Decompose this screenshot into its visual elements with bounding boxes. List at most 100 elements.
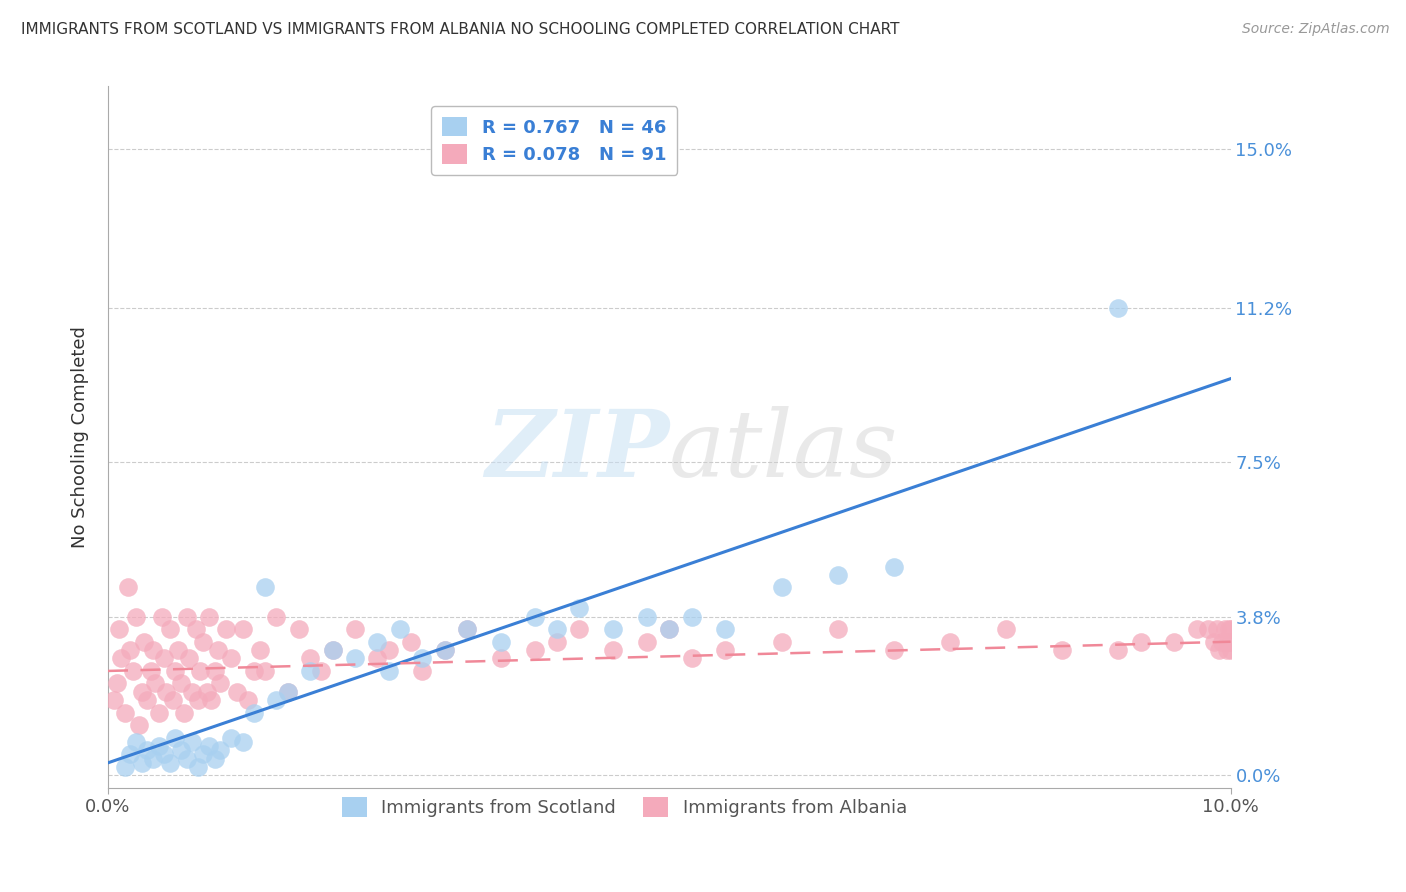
Point [523, 643, 546, 657]
Point [1202, 634, 1225, 648]
Point [277, 685, 299, 699]
Point [602, 622, 624, 636]
Point [883, 643, 905, 657]
Point [366, 651, 388, 665]
Point [177, 651, 200, 665]
Point [209, 676, 232, 690]
Point [204, 664, 226, 678]
Point [288, 622, 311, 636]
Point [176, 609, 198, 624]
Point [114, 760, 136, 774]
Point [827, 622, 849, 636]
Point [883, 559, 905, 574]
Point [714, 643, 737, 657]
Point [198, 739, 221, 753]
Point [181, 685, 204, 699]
Point [238, 693, 260, 707]
Point [136, 693, 159, 707]
Point [193, 634, 215, 648]
Point [120, 643, 142, 657]
Point [249, 643, 271, 657]
Point [132, 634, 155, 648]
Point [343, 651, 366, 665]
Point [489, 651, 512, 665]
Point [184, 622, 207, 636]
Point [1219, 643, 1241, 657]
Point [162, 693, 184, 707]
Point [136, 743, 159, 757]
Point [266, 609, 288, 624]
Point [181, 735, 204, 749]
Point [1219, 622, 1241, 636]
Point [128, 718, 150, 732]
Point [489, 634, 512, 648]
Point [1211, 634, 1233, 648]
Point [131, 756, 153, 770]
Point [159, 622, 181, 636]
Point [939, 634, 962, 648]
Point [142, 643, 165, 657]
Point [221, 731, 243, 745]
Point [232, 735, 254, 749]
Point [1208, 643, 1230, 657]
Point [1216, 643, 1239, 657]
Point [266, 693, 288, 707]
Point [388, 622, 411, 636]
Point [207, 643, 229, 657]
Point [188, 664, 211, 678]
Point [226, 685, 249, 699]
Point [131, 685, 153, 699]
Point [277, 685, 299, 699]
Point [195, 685, 218, 699]
Point [1219, 634, 1241, 648]
Point [139, 664, 162, 678]
Point [546, 622, 568, 636]
Point [770, 634, 793, 648]
Point [602, 643, 624, 657]
Point [658, 622, 681, 636]
Point [636, 609, 658, 624]
Point [165, 664, 187, 678]
Point [110, 651, 132, 665]
Point [411, 651, 433, 665]
Point [153, 651, 176, 665]
Point [456, 622, 478, 636]
Point [377, 643, 399, 657]
Point [187, 760, 209, 774]
Point [170, 743, 193, 757]
Point [636, 634, 658, 648]
Point [523, 609, 546, 624]
Point [399, 634, 422, 648]
Point [159, 756, 181, 770]
Point [1107, 643, 1129, 657]
Point [1213, 622, 1236, 636]
Point [193, 747, 215, 762]
Point [148, 739, 170, 753]
Point [120, 747, 142, 762]
Point [155, 685, 177, 699]
Point [125, 609, 148, 624]
Point [714, 622, 737, 636]
Point [546, 634, 568, 648]
Point [433, 643, 456, 657]
Point [198, 609, 221, 624]
Point [1129, 634, 1152, 648]
Point [658, 622, 681, 636]
Point [1218, 634, 1240, 648]
Point [166, 643, 188, 657]
Point [254, 581, 277, 595]
Point [456, 622, 478, 636]
Point [299, 651, 322, 665]
Point [143, 676, 166, 690]
Point [150, 609, 173, 624]
Point [254, 664, 277, 678]
Point [1107, 301, 1129, 315]
Point [411, 664, 433, 678]
Point [321, 643, 343, 657]
Point [125, 735, 148, 749]
Point [215, 622, 238, 636]
Point [681, 651, 703, 665]
Point [1197, 622, 1219, 636]
Point [200, 693, 222, 707]
Point [366, 634, 388, 648]
